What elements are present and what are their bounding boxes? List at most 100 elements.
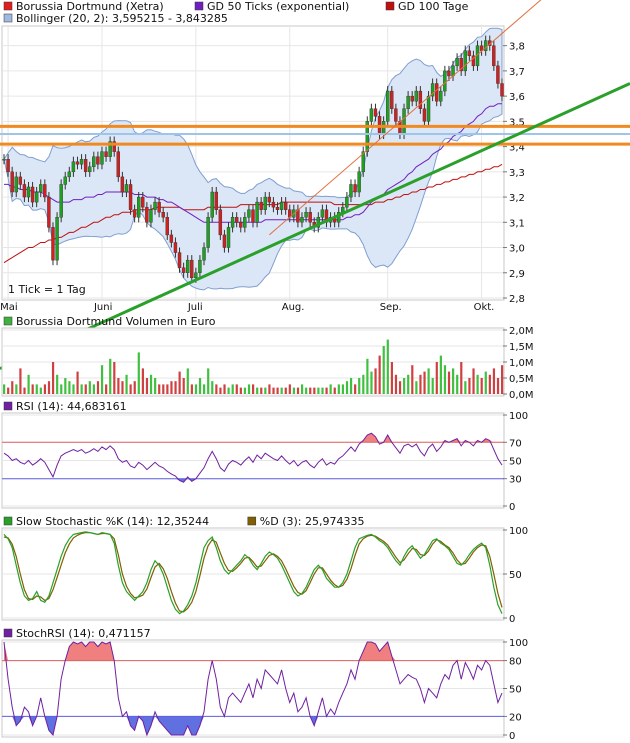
candle-body: [190, 259, 194, 279]
volume-bar: [113, 362, 116, 394]
volume-bar: [280, 387, 283, 394]
volume-bar: [354, 384, 357, 394]
candle-body: [418, 90, 423, 109]
volume-bar: [47, 381, 51, 394]
candle-body: [43, 184, 47, 198]
volume-bar: [435, 362, 438, 394]
volume-bar: [19, 368, 22, 394]
volume-bar: [276, 387, 279, 394]
volume-bar: [223, 384, 226, 394]
volume-bar: [496, 378, 500, 394]
legend-label: GD 100 Tage: [398, 0, 469, 13]
volume-bar: [23, 387, 26, 394]
y-tick-label-price: 3,8: [509, 42, 525, 53]
candle-body: [320, 209, 325, 218]
volume-bar: [333, 387, 336, 394]
y-tick-label-stochrsi: 50: [509, 685, 522, 696]
x-tick-label: Aug.: [282, 302, 305, 313]
volume-bar: [31, 384, 34, 394]
legend-label: %D (3): 25,974335: [260, 515, 365, 528]
volume-bar: [100, 365, 104, 394]
candle-body: [279, 201, 284, 210]
legend-label: Slow Stochastic %K (14): 12,35244: [16, 515, 209, 528]
volume-bar: [284, 387, 287, 394]
volume-bar: [39, 387, 42, 394]
volume-bar: [501, 365, 504, 394]
candle-body: [51, 227, 55, 261]
candle-body: [100, 151, 104, 165]
volume-bar: [415, 381, 418, 394]
gd100-line: [3, 163, 503, 264]
volume-bar: [198, 378, 202, 394]
volume-bar: [313, 387, 316, 394]
candle-body: [18, 176, 23, 185]
volume-bar: [166, 384, 169, 394]
candle-body: [124, 184, 129, 193]
candle-body: [210, 191, 214, 218]
legend-swatch: [3, 401, 13, 411]
candle-body: [30, 186, 35, 203]
candle-body: [373, 108, 378, 117]
candle-body: [369, 108, 374, 122]
legend-rsi: RSI (14): 44,683161: [3, 400, 127, 413]
candle-body: [108, 141, 112, 157]
volume-bar: [394, 374, 398, 394]
candle-body: [447, 70, 451, 77]
candle-body: [226, 227, 231, 248]
volume-bar: [411, 365, 414, 394]
candle-body: [459, 58, 463, 72]
candle-body: [275, 206, 280, 210]
volume-bar: [154, 378, 157, 394]
volume-bar: [92, 384, 96, 394]
legend-label: Borussia Dortmund (Xetra): [16, 0, 164, 13]
legend-stoch: Slow Stochastic %K (14): 12,35244 %D (3):…: [3, 515, 365, 528]
candle-body: [234, 217, 239, 223]
x-tick-label: Juni: [93, 302, 112, 313]
candle-body: [79, 159, 84, 165]
x-tick-label: Juli: [187, 302, 203, 313]
candle-body: [349, 184, 353, 198]
volume-bar: [272, 387, 275, 394]
candle-body: [137, 196, 141, 218]
volume-bar: [345, 381, 349, 394]
y-tick-label-price: 3,3: [509, 168, 525, 179]
volume-bar: [64, 378, 67, 394]
candle-body: [67, 171, 72, 178]
volume-bar: [105, 384, 108, 394]
candle-body: [222, 234, 227, 248]
legend-swatch: [3, 628, 13, 638]
volume-bar: [203, 384, 206, 394]
y-tick-label-price: 2,8: [509, 294, 525, 305]
candle-body: [26, 186, 31, 198]
candle-body: [259, 201, 263, 210]
y-tick-label-rsi: 100: [509, 411, 528, 422]
y-tick-label-stochrsi: 100: [509, 638, 528, 649]
candle-body: [198, 259, 202, 273]
candle-body: [500, 83, 504, 97]
candle-body: [434, 83, 439, 102]
candle-body: [169, 234, 174, 243]
volume-bar: [341, 384, 345, 394]
volume-bar: [492, 368, 496, 394]
green-trendline: [0, 82, 630, 371]
volume-bar: [358, 378, 361, 394]
volume-bar: [349, 378, 353, 394]
candle-body: [120, 176, 125, 193]
candle-body: [390, 90, 394, 109]
candle-body: [443, 70, 447, 92]
volume-bar: [182, 378, 185, 394]
oversold-fill: [4, 716, 502, 735]
candle-body: [149, 209, 153, 223]
volume-bar: [145, 378, 149, 394]
candle-body: [39, 184, 43, 193]
volume-bar: [452, 368, 455, 394]
candle-body: [116, 151, 120, 178]
volume-bar: [260, 387, 263, 394]
candle-body: [145, 206, 149, 223]
volume-bar: [3, 384, 6, 394]
candle-body: [92, 156, 96, 167]
candle-body: [239, 222, 243, 228]
candle-body: [430, 83, 435, 97]
volume-bar: [488, 374, 491, 394]
